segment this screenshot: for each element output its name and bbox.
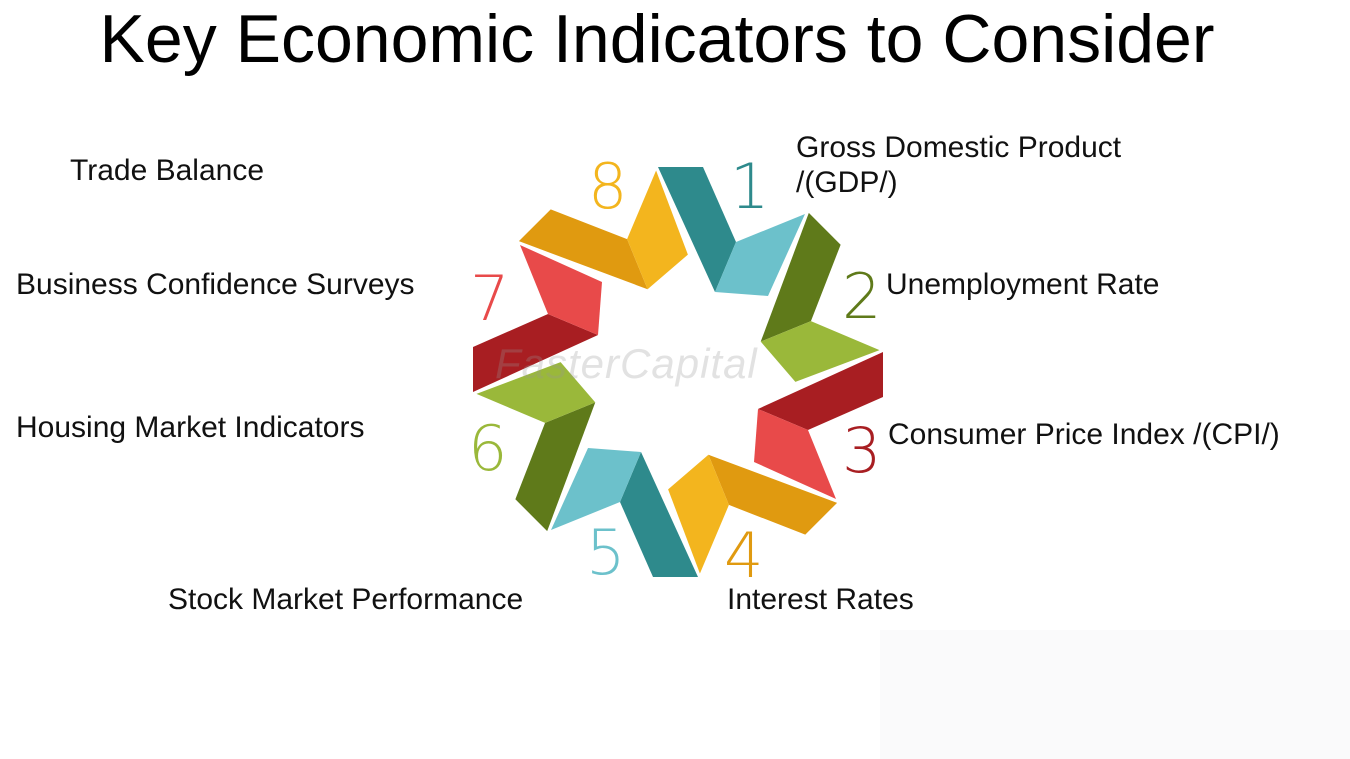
number-3: 3: [842, 414, 882, 487]
page-title: Key Economic Indicators to Consider: [99, 1, 1215, 77]
number-1: 1: [730, 150, 770, 223]
arm-1-light-face: [715, 214, 805, 296]
background-shade: [880, 630, 1350, 759]
arm-7: [473, 245, 602, 392]
number-6: 6: [468, 412, 508, 485]
arm-2: [760, 212, 880, 382]
watermark: FasterCapital: [495, 340, 758, 387]
arm-1: [658, 167, 805, 296]
arm-7-light-face: [520, 245, 602, 335]
number-5: 5: [586, 516, 626, 589]
arm-4-dark-face: [708, 454, 838, 535]
arm-4: [668, 454, 838, 574]
arm-6: [476, 362, 596, 532]
arm-8-dark-face: [518, 209, 648, 290]
arm-5-light-face: [551, 448, 641, 530]
number-7: 7: [470, 262, 510, 335]
label-8: Trade Balance: [70, 154, 265, 187]
number-4: 4: [724, 519, 764, 592]
arm-2-dark-face: [760, 212, 841, 342]
arm-3-dark-face: [758, 352, 883, 430]
label-7: Business Confidence Surveys: [16, 268, 415, 301]
arm-1-dark-face: [658, 167, 736, 292]
label-5: Stock Market Performance: [168, 583, 524, 616]
arm-5: [551, 448, 698, 577]
label-1-line2: /(GDP/): [796, 166, 898, 199]
label-4: Interest Rates: [727, 583, 914, 616]
number-2: 2: [842, 260, 882, 333]
number-8: 8: [588, 150, 628, 223]
arm-6-light-face: [476, 362, 596, 423]
arm-3-light-face: [754, 409, 836, 499]
arm-4-light-face: [668, 454, 729, 574]
arm-6-dark-face: [515, 402, 596, 532]
arm-7-dark-face: [473, 314, 598, 392]
arm-3: [754, 352, 883, 499]
arm-8-light-face: [627, 170, 688, 290]
label-6: Housing Market Indicators: [16, 411, 365, 444]
arm-2-light-face: [760, 321, 880, 382]
arm-8: [518, 170, 688, 290]
arm-5-dark-face: [620, 452, 698, 577]
label-1-line1: Gross Domestic Product: [796, 131, 1122, 164]
label-3: Consumer Price Index /(CPI/): [888, 418, 1280, 451]
label-2: Unemployment Rate: [886, 268, 1160, 301]
